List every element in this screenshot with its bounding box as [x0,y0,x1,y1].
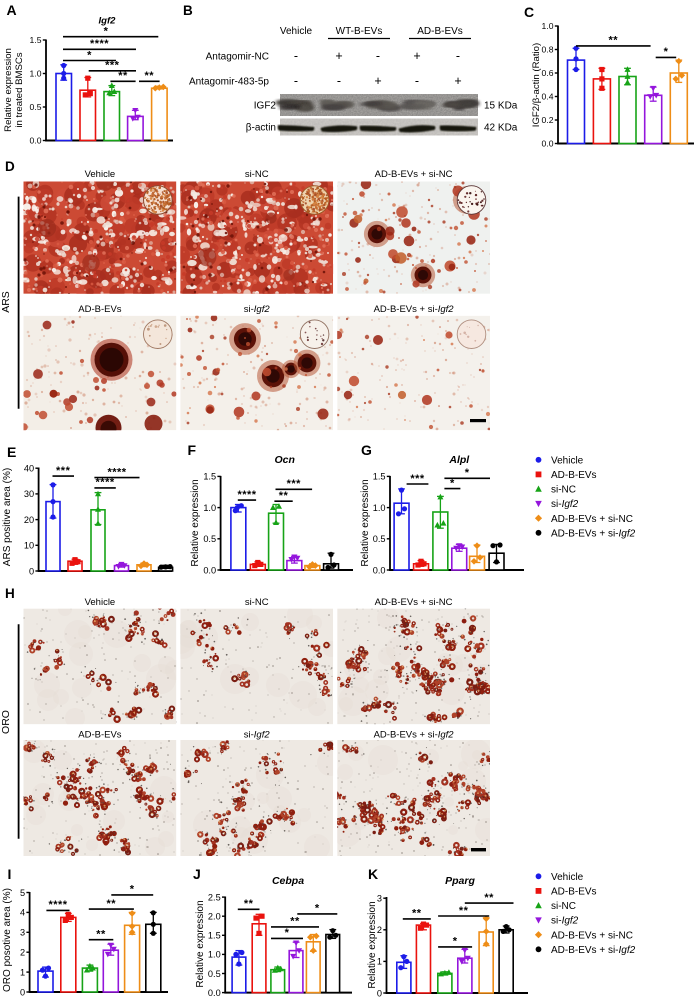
svg-text:si-Igf2: si-Igf2 [244,304,271,315]
svg-text:15 KDa: 15 KDa [484,101,518,112]
svg-text:**: ** [609,35,619,47]
svg-text:AD-B-EVs: AD-B-EVs [78,730,122,741]
svg-text:0.5: 0.5 [30,102,42,112]
svg-text:AD-B-EVs + si-NC: AD-B-EVs + si-NC [375,597,453,608]
svg-text:1.0: 1.0 [542,21,554,31]
svg-text:1.0: 1.0 [30,69,42,79]
svg-text:ORO: ORO [0,710,12,734]
svg-text:Vehicle: Vehicle [85,169,116,180]
svg-text:0.0: 0.0 [542,139,554,149]
svg-text:Vehicle: Vehicle [280,26,313,37]
svg-text:ARS: ARS [0,291,12,313]
svg-text:*: * [87,49,92,61]
svg-text:AD-B-EVs: AD-B-EVs [78,304,122,315]
svg-text:1.5: 1.5 [30,35,42,45]
svg-text:0.2: 0.2 [542,115,554,125]
svg-text:*: * [664,46,669,58]
svg-text:0.6: 0.6 [542,68,554,78]
svg-text:A: A [7,2,17,18]
svg-text:+: + [454,74,461,88]
svg-text:IGF2: IGF2 [254,101,277,112]
svg-text:42 KDa: 42 KDa [484,123,518,134]
svg-text:AD-B-EVs + si-Igf2: AD-B-EVs + si-Igf2 [374,304,455,315]
svg-text:WT-B-EVs: WT-B-EVs [336,26,383,37]
svg-text:**: ** [118,70,128,82]
svg-text:**: ** [145,70,155,82]
svg-text:B: B [183,3,193,18]
svg-text:+: + [413,49,420,63]
svg-text:-: - [456,49,460,63]
svg-text:Antagomir-483-5p: Antagomir-483-5p [189,77,269,88]
svg-text:in treated BMSCs: in treated BMSCs [14,52,25,127]
svg-text:Antagomir-NC: Antagomir-NC [206,52,269,63]
svg-text:AD-B-EVs + si-Igf2: AD-B-EVs + si-Igf2 [374,730,455,741]
svg-text:β-actin: β-actin [246,123,276,134]
svg-text:si-Igf2: si-Igf2 [244,730,271,741]
svg-text:H: H [5,586,15,601]
svg-text:0.0: 0.0 [30,136,42,146]
svg-text:+: + [335,49,342,63]
svg-text:-: - [294,74,298,88]
svg-text:AD-B-EVs: AD-B-EVs [417,26,463,37]
svg-text:Vehicle: Vehicle [85,597,116,608]
svg-text:0.8: 0.8 [542,45,554,55]
svg-text:***: *** [105,60,120,72]
svg-text:AD-B-EVs + si-NC: AD-B-EVs + si-NC [375,169,453,180]
svg-text:*: * [104,26,109,38]
svg-text:-: - [376,49,380,63]
svg-text:C: C [524,4,534,20]
svg-text:D: D [5,159,15,174]
svg-text:-: - [337,74,341,88]
svg-text:IGF2/β-actin (Ratio): IGF2/β-actin (Ratio) [531,43,542,127]
svg-text:si-NC: si-NC [245,597,269,608]
svg-text:****: **** [90,38,109,50]
svg-text:si-NC: si-NC [245,169,269,180]
svg-text:+: + [374,74,381,88]
svg-text:Igf2: Igf2 [99,16,117,27]
svg-text:-: - [294,49,298,63]
svg-text:-: - [415,74,419,88]
svg-text:Relative expression: Relative expression [3,48,14,132]
svg-text:0.4: 0.4 [542,92,554,102]
